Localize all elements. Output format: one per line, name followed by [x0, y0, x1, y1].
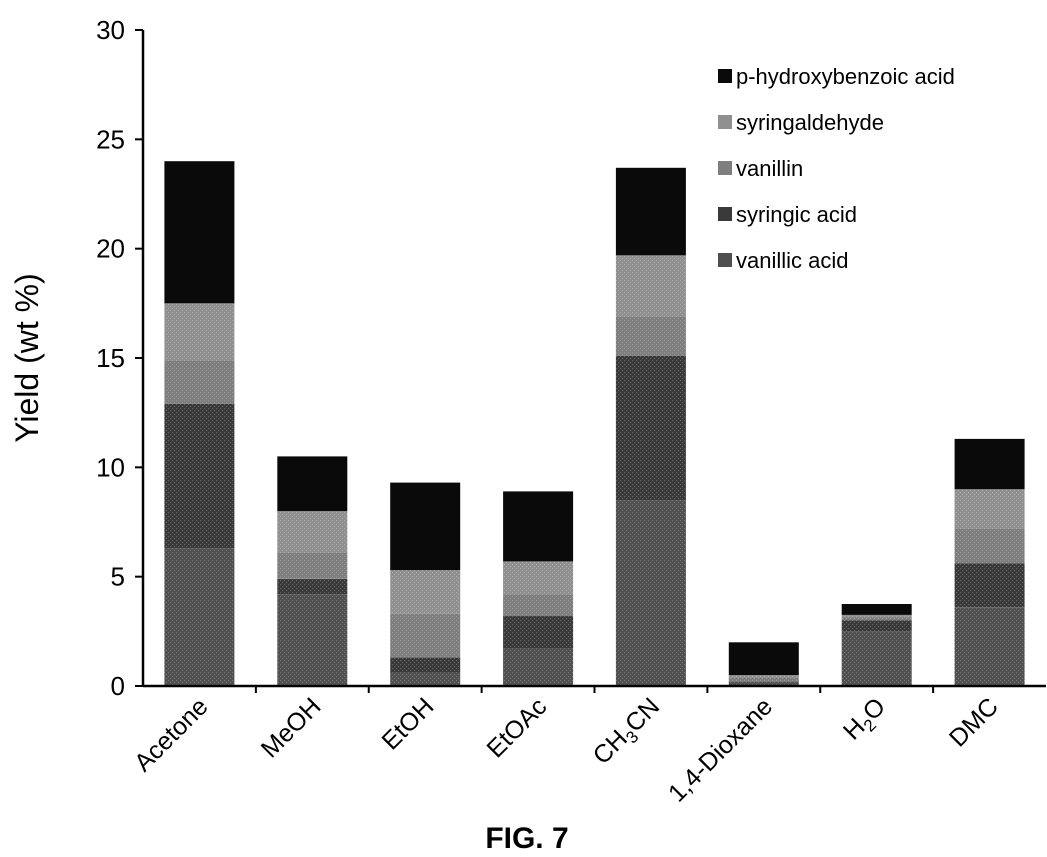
x-tick-label-1-4-dioxane: 1,4-Dioxane	[663, 692, 778, 807]
bar-dmc-p-hydroxybenzoic-acid	[954, 438, 1025, 490]
bar-texture-etoh-vanillin	[390, 613, 461, 658]
bar-texture-etoh-vanillic-acid	[390, 672, 461, 686]
bar-texture-meoh-syringaldehyde	[277, 511, 348, 553]
bar-texture-acetone-syringaldehyde	[164, 303, 235, 361]
legend-swatch-p-hydroxybenzoic-acid	[718, 69, 732, 83]
legend-swatch-syringic-acid	[718, 207, 732, 221]
bar-texture-etoac-syringaldehyde	[503, 561, 574, 595]
bar-texture-dmc-vanillin	[954, 528, 1025, 564]
bar-texture-dmc-vanillic-acid	[954, 607, 1025, 686]
y-tick-label-30: 30	[96, 15, 125, 45]
x-tick-label-h2o: H2O	[838, 692, 894, 748]
legend-label-p-hydroxybenzoic-acid: p-hydroxybenzoic acid	[736, 64, 955, 89]
x-tick-label-etoh: EtOH	[376, 692, 439, 755]
bar-texture-meoh-syringic-acid	[277, 578, 348, 595]
bar-texture-dmc-syringaldehyde	[954, 489, 1025, 529]
bar-texture-1-4-dioxane-syringaldehyde	[728, 675, 799, 678]
bar-texture-h2o-vanillin	[841, 617, 912, 621]
bar-texture-h2o-syringic-acid	[841, 620, 912, 632]
y-tick-label-0: 0	[111, 671, 125, 701]
y-ticks: 0 5 10 15 20 25 30	[96, 15, 935, 701]
bar-texture-h2o-vanillic-acid	[841, 631, 912, 686]
bar-texture-1-4-dioxane-syringic-acid	[728, 681, 799, 683]
bar-meoh-p-hydroxybenzoic-acid	[277, 456, 348, 512]
legend-swatch-vanillic-acid	[718, 253, 732, 267]
y-axis-label: Yield (wt %)	[9, 273, 45, 443]
legend-label-syringic-acid: syringic acid	[736, 202, 857, 227]
y-tick-label-25: 25	[96, 124, 125, 154]
bar-texture-etoh-syringic-acid	[390, 657, 461, 673]
bar-acetone-p-hydroxybenzoic-acid	[164, 161, 235, 304]
bar-etoh-p-hydroxybenzoic-acid	[390, 482, 461, 571]
legend-swatch-vanillin	[718, 161, 732, 175]
legend-swatch-syringaldehyde	[718, 115, 732, 129]
legend-label-vanillic-acid: vanillic acid	[736, 248, 849, 273]
bar-texture-etoac-vanillic-acid	[503, 648, 574, 686]
bar-texture-1-4-dioxane-vanillin	[728, 677, 799, 682]
bar-texture-acetone-vanillic-acid	[164, 548, 235, 686]
y-tick-label-5: 5	[111, 562, 125, 592]
bar-texture-ch3cn-vanillin	[615, 316, 686, 356]
bar-texture-etoac-vanillin	[503, 594, 574, 617]
legend-label-syringaldehyde: syringaldehyde	[736, 110, 884, 135]
y-tick-label-10: 10	[96, 452, 125, 482]
bar-texture-h2o-syringaldehyde	[841, 614, 912, 618]
x-tick-label-ch3cn: CH3CN	[588, 692, 668, 772]
x-tick-label-etoac: EtOAc	[481, 692, 552, 763]
bars-layer	[164, 161, 1025, 686]
y-tick-label-20: 20	[96, 234, 125, 264]
legend-label-vanillin: vanillin	[736, 156, 803, 181]
legend: p-hydroxybenzoic acid syringaldehyde vanil…	[718, 64, 955, 273]
bar-texture-meoh-vanillin	[277, 552, 348, 579]
figure-caption: FIG. 7	[485, 822, 568, 855]
bar-etoac-p-hydroxybenzoic-acid	[503, 491, 574, 562]
bar-texture-ch3cn-syringic-acid	[615, 355, 686, 501]
y-tick-label-15: 15	[96, 343, 125, 373]
bar-ch3cn-p-hydroxybenzoic-acid	[615, 167, 686, 256]
bar-texture-acetone-syringic-acid	[164, 403, 235, 549]
bar-h2o-p-hydroxybenzoic-acid	[841, 604, 912, 615]
bar-texture-acetone-vanillin	[164, 360, 235, 404]
x-tick-label-dmc: DMC	[944, 692, 1004, 752]
bar-texture-ch3cn-vanillic-acid	[615, 500, 686, 686]
bar-texture-meoh-vanillic-acid	[277, 594, 348, 686]
x-tick-label-meoh: MeOH	[256, 692, 327, 763]
bar-texture-ch3cn-syringaldehyde	[615, 255, 686, 317]
bar-texture-etoh-syringaldehyde	[390, 570, 461, 614]
bar-1-4-dioxane-p-hydroxybenzoic-acid	[728, 642, 799, 676]
bar-texture-1-4-dioxane-vanillic-acid	[728, 682, 799, 686]
x-tick-label-acetone: Acetone	[129, 692, 214, 777]
bar-texture-dmc-syringic-acid	[954, 563, 1025, 608]
bar-texture-etoac-syringic-acid	[503, 616, 574, 649]
